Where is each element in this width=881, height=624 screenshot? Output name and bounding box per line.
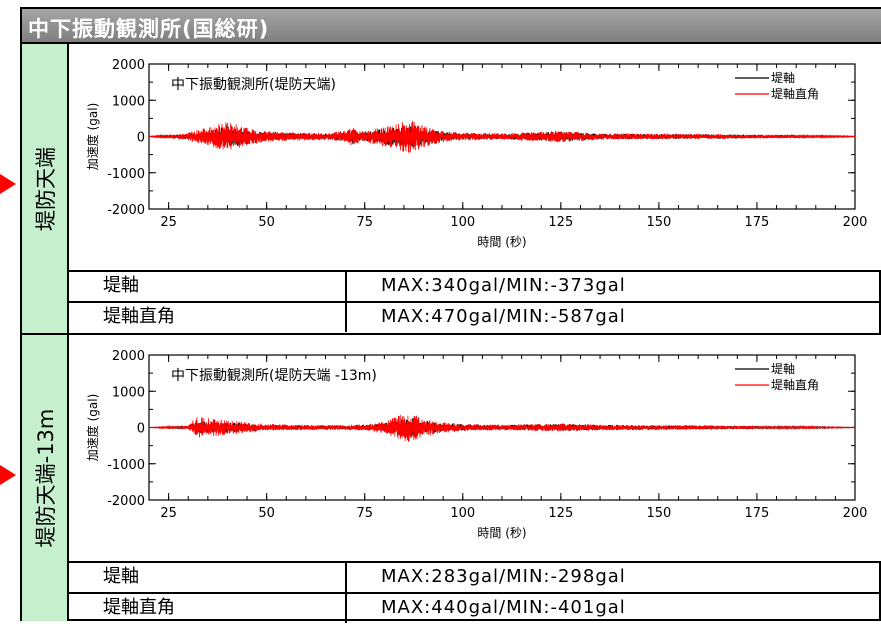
x-axis-label: 時間 (秒): [477, 526, 526, 540]
x-tick-label: 150: [646, 215, 671, 230]
x-tick-label: 175: [745, 506, 770, 521]
series-line-perpendicular: [148, 414, 856, 442]
y-tick-label: 2000: [112, 58, 145, 73]
figure-frame: [20, 7, 881, 621]
x-tick-label: 100: [450, 215, 475, 230]
row-value: MAX:340gal/MIN:-373gal: [381, 275, 626, 296]
y-tick-label: -1000: [107, 167, 145, 182]
side-label-panel-1: 堤防天端: [22, 44, 69, 333]
row-value: MAX:440gal/MIN:-401gal: [381, 597, 626, 618]
y-tick-label: 0: [137, 131, 145, 146]
row-label: 堤軸: [69, 563, 347, 592]
table-row: 堤軸直角 MAX:470gal/MIN:-587gal: [69, 301, 881, 332]
chart-panel-2: 2000 1000 0 -1000 -2000 25 50 75 100 125 150 175 200…: [69, 335, 881, 561]
panel-divider: [22, 333, 881, 335]
x-tick-label: 200: [843, 215, 868, 230]
arrow-marker-1: [0, 174, 16, 194]
y-axis-label: 加速度 (gal): [85, 103, 100, 170]
acceleration-chart-1: 2000 1000 0 -1000 -2000 25 50 75 100 125 150 175 200…: [85, 58, 868, 249]
y-tick-label: 2000: [112, 349, 145, 364]
side-label-text: 堤防天端-13m: [33, 408, 58, 548]
x-tick-label: 25: [160, 506, 177, 521]
table-row: 堤軸 MAX:340gal/MIN:-373gal: [69, 270, 881, 301]
legend-label: 堤軸直角: [771, 378, 819, 392]
series-line-perpendicular: [148, 121, 856, 153]
row-label: 堤軸: [69, 272, 347, 301]
x-tick-label: 75: [356, 506, 373, 521]
arrow-marker-2: [0, 465, 16, 485]
side-label-text: 堤防天端: [33, 146, 58, 231]
row-label: 堤軸直角: [69, 594, 347, 623]
legend-label: 堤軸: [771, 71, 795, 85]
x-tick-label: 150: [646, 506, 671, 521]
x-tick-label: 25: [160, 215, 177, 230]
x-tick-label: 50: [258, 215, 275, 230]
y-tick-label: -2000: [107, 494, 145, 509]
chart-panel-1: 2000 1000 0 -1000 -2000 25 50 75 100 125 150 175 200…: [69, 44, 881, 270]
chart-title: 中下振動観測所(堤防天端): [171, 76, 336, 93]
x-tick-label: 75: [356, 215, 373, 230]
row-label: 堤軸直角: [69, 303, 347, 332]
acceleration-chart-2: 2000 1000 0 -1000 -2000 25 50 75 100 125 150 175 200…: [85, 349, 868, 540]
row-value: MAX:470gal/MIN:-587gal: [381, 306, 626, 327]
x-tick-label: 125: [548, 215, 573, 230]
legend-label: 堤軸直角: [771, 87, 819, 101]
x-tick-label: 125: [548, 506, 573, 521]
x-tick-label: 200: [843, 506, 868, 521]
table-row: 堤軸 MAX:283gal/MIN:-298gal: [69, 561, 881, 592]
legend-label: 堤軸: [771, 362, 795, 376]
side-label-panel-2: 堤防天端-13m: [22, 335, 69, 621]
y-tick-label: 1000: [112, 94, 145, 109]
page-title: 中下振動観測所(国総研): [28, 17, 270, 41]
x-tick-label: 50: [258, 506, 275, 521]
y-tick-label: 1000: [112, 385, 145, 400]
x-tick-label: 100: [450, 506, 475, 521]
chart-title: 中下振動観測所(堤防天端 -13m): [171, 367, 377, 384]
y-tick-label: 0: [137, 422, 145, 437]
x-tick-label: 175: [745, 215, 770, 230]
y-tick-label: -1000: [107, 458, 145, 473]
y-tick-label: -2000: [107, 203, 145, 218]
y-axis-label: 加速度 (gal): [85, 394, 100, 461]
row-value: MAX:283gal/MIN:-298gal: [381, 566, 626, 587]
x-axis-label: 時間 (秒): [477, 235, 526, 249]
title-bar: 中下振動観測所(国総研): [22, 9, 881, 44]
table-row: 堤軸直角 MAX:440gal/MIN:-401gal: [69, 592, 881, 623]
